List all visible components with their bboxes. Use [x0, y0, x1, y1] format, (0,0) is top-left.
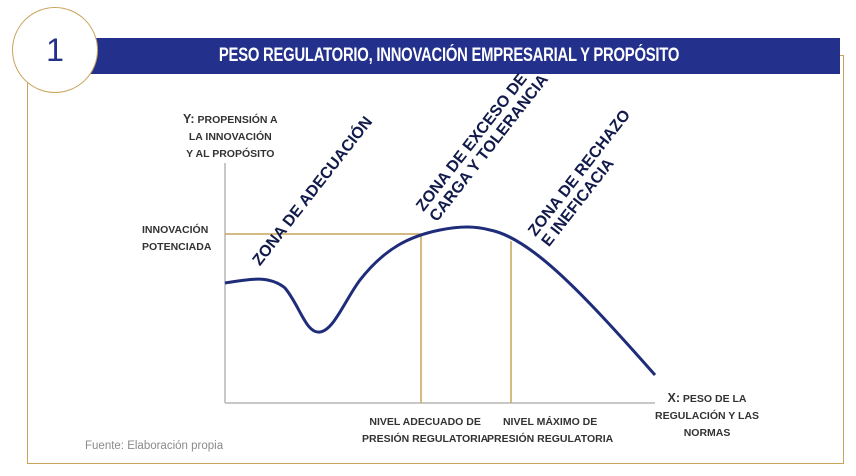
y-axis-line-3: Y AL PROPÓSITO [186, 148, 275, 160]
y-marker-line-2: POTENCIADA [142, 241, 212, 253]
x-axis-line-1: PESO DE LA [682, 393, 747, 405]
x-marker-max: NIVEL MÁXIMO DE PRESIÓN REGULATORIA [487, 414, 613, 448]
y-marker-label: INNOVACIÓN POTENCIADA [142, 222, 211, 256]
innovation-curve [224, 225, 657, 376]
y-axis-line-2: LA INNOVACIÓN [188, 131, 272, 143]
x-axis-line-2: REGULACIÓN Y LAS [655, 410, 760, 422]
y-axis-label: Y: PROPENSIÓN A LA INNOVACIÓN Y AL PROPÓ… [183, 111, 278, 163]
y-marker-line-1: INNOVACIÓN [142, 224, 209, 236]
x-axis-line-3: NORMAS [683, 427, 731, 439]
figure-number-badge: 1 [12, 7, 98, 93]
x-marker-adequate: NIVEL ADECUADO DE PRESIÓN REGULATORIA [362, 414, 488, 448]
x-marker-adequate-line-2: PRESIÓN REGULATORIA [362, 433, 489, 445]
x-axis-prefix: X: [667, 391, 681, 405]
x-marker-max-line-1: NIVEL MÁXIMO DE [502, 416, 598, 428]
y-axis-prefix: Y: [183, 112, 195, 126]
source-note: Fuente: Elaboración propia [85, 440, 224, 452]
figure-number: 1 [46, 31, 64, 68]
x-marker-max-line-2: PRESIÓN REGULATORIA [487, 433, 614, 445]
title-bar: PESO REGULATORIO, INNOVACIÓN EMPRESARIAL… [58, 38, 840, 74]
x-axis-label: X: PESO DE LA REGULACIÓN Y LAS NORMAS [655, 390, 759, 442]
page-title: PESO REGULATORIO, INNOVACIÓN EMPRESARIAL… [218, 45, 680, 66]
y-axis-line-1: PROPENSIÓN A [197, 114, 278, 126]
x-marker-adequate-line-1: NIVEL ADECUADO DE [369, 416, 481, 428]
